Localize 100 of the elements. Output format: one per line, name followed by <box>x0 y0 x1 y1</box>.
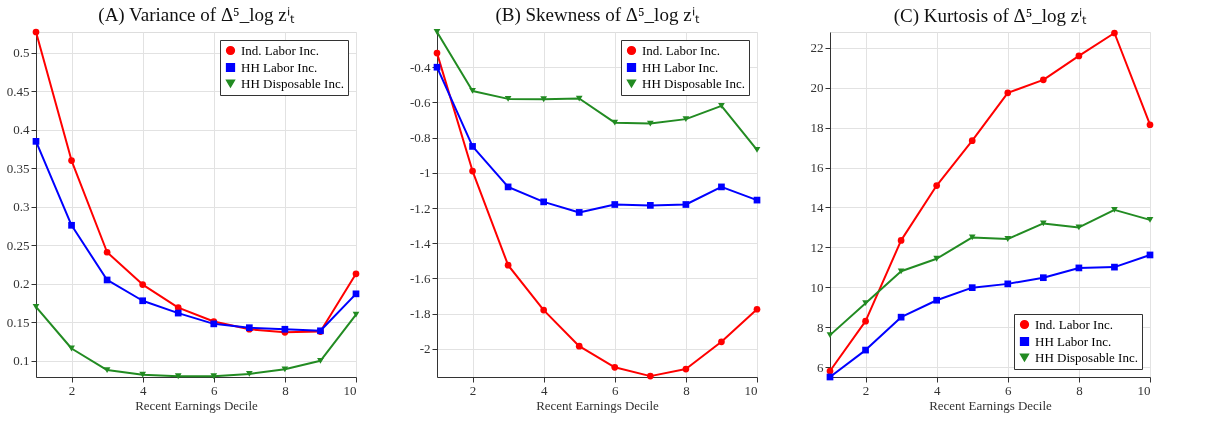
point <box>504 95 512 102</box>
point <box>1146 216 1154 223</box>
point <box>826 367 834 375</box>
point <box>139 297 147 305</box>
legend-label: Ind. Labor Inc. <box>241 42 319 58</box>
y-tick-label: 0.2 <box>13 276 30 292</box>
x-axis-title: Recent Earnings Decile <box>536 397 660 413</box>
y-tick-label: 10 <box>810 279 824 295</box>
y-tick-label: 0.45 <box>6 83 30 99</box>
y-tick-label: 12 <box>810 239 824 255</box>
point <box>1111 263 1118 271</box>
point <box>897 268 905 275</box>
point <box>469 167 476 175</box>
point <box>317 357 324 364</box>
legend-label: HH Labor Inc. <box>241 59 318 75</box>
point <box>718 103 725 109</box>
y-tick-label: -1.4 <box>409 235 431 251</box>
x-tick-label: 4 <box>933 382 941 398</box>
point <box>139 281 147 288</box>
x-tick-label: 8 <box>282 382 289 398</box>
point <box>1146 121 1154 129</box>
point <box>281 325 289 333</box>
point <box>32 138 40 145</box>
point <box>504 261 512 269</box>
y-tick-label: -1 <box>419 165 431 181</box>
y-tick-label: 18 <box>810 120 824 136</box>
legend-label: HH Disposable Inc. <box>1035 349 1138 365</box>
point <box>611 201 619 208</box>
y-tick-label: -1.2 <box>409 200 431 216</box>
point <box>753 305 761 313</box>
point <box>968 284 976 292</box>
point <box>433 63 441 71</box>
y-tick-label: 16 <box>810 160 824 176</box>
x-tick-label: 6 <box>1005 382 1013 398</box>
point <box>1004 236 1012 242</box>
point <box>611 363 619 371</box>
point <box>32 304 40 310</box>
point <box>210 373 218 380</box>
x-tick-label: 10 <box>343 382 357 398</box>
y-tick-label: -0.8 <box>409 130 431 146</box>
point <box>433 29 441 35</box>
legend-label: HH Disposable Inc. <box>241 75 344 91</box>
x-tick-label: 6 <box>612 382 620 398</box>
y-tick-label: 0.1 <box>13 353 30 369</box>
x-tick-label: 10 <box>1137 382 1151 398</box>
point <box>540 198 548 206</box>
x-tick-label: 4 <box>540 382 548 398</box>
point <box>352 311 360 318</box>
point <box>139 371 147 378</box>
point <box>174 373 182 380</box>
point <box>862 346 869 354</box>
point <box>897 313 905 321</box>
point <box>646 202 654 209</box>
x-tick-label: 8 <box>683 382 690 398</box>
point <box>968 137 976 145</box>
point <box>968 234 976 241</box>
point <box>540 306 548 314</box>
point <box>1039 274 1047 282</box>
y-tick-label: 0.3 <box>13 199 30 215</box>
x-axis-title: Recent Earnings Decile <box>929 397 1053 413</box>
point <box>1111 29 1118 37</box>
point <box>718 183 725 191</box>
point <box>68 157 75 164</box>
point <box>352 290 360 298</box>
y-tick-label: 0.15 <box>6 314 30 330</box>
point <box>1111 206 1118 213</box>
point <box>575 209 583 216</box>
point <box>611 119 619 126</box>
point <box>933 296 941 304</box>
legend-label: Ind. Labor Inc. <box>1035 316 1113 332</box>
point <box>682 365 690 373</box>
point <box>245 371 253 377</box>
y-tick-label: 6 <box>817 359 824 375</box>
x-tick-label: 2 <box>68 382 76 398</box>
point <box>540 96 548 103</box>
point <box>682 201 690 208</box>
point <box>1004 89 1012 97</box>
y-tick-label: -2 <box>419 341 431 357</box>
x-tick-label: 4 <box>139 382 147 398</box>
chart-title: (A) Variance of Δ⁵_log zⁱₜ <box>98 3 295 26</box>
point <box>281 366 289 373</box>
x-axis-title: Recent Earnings Decile <box>135 397 259 413</box>
point <box>897 237 905 244</box>
y-tick-label: -0.4 <box>409 59 431 75</box>
point <box>1075 52 1083 60</box>
x-tick-label: 2 <box>469 382 477 398</box>
point <box>753 147 761 153</box>
point <box>103 367 111 373</box>
point <box>718 338 725 346</box>
y-tick-label: 20 <box>810 80 824 96</box>
y-tick-label: 0.5 <box>13 45 30 61</box>
point <box>68 221 75 229</box>
y-tick-label: 14 <box>810 199 824 215</box>
y-tick-label: 0.35 <box>6 160 30 176</box>
chart-title: (B) Skewness of Δ⁵_log zⁱₜ <box>495 4 700 27</box>
x-tick-label: 8 <box>1076 382 1083 398</box>
point <box>469 88 476 94</box>
y-tick-label: -1.8 <box>409 306 431 322</box>
point <box>862 317 869 325</box>
point <box>933 182 941 189</box>
